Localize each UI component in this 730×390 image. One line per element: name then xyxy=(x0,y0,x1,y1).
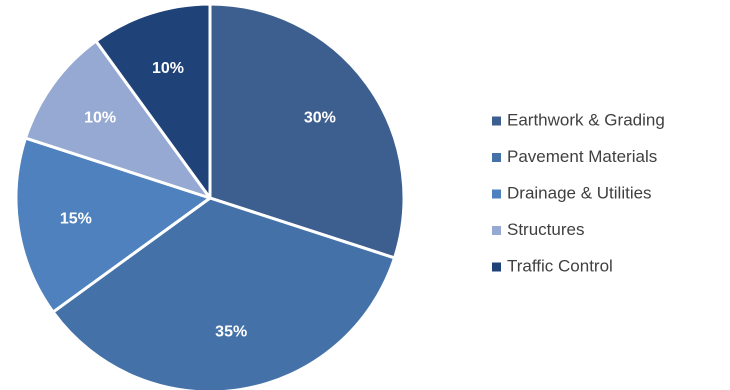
data-label-drainage-and-utilities: 15% xyxy=(60,210,92,227)
legend-label-pavement-materials: Pavement Materials xyxy=(507,147,657,166)
legend-swatch-drainage-and-utilities xyxy=(492,189,501,199)
pie-slice-traffic-control xyxy=(94,2,212,200)
legend-item-structures: Structures xyxy=(492,220,584,239)
data-label-pavement-materials: 35% xyxy=(215,323,247,340)
legend-item-traffic-control: Traffic Control xyxy=(492,256,613,275)
pie-data-labels: 30% 35% 15% 10% 10% xyxy=(60,60,336,340)
legend-swatch-earthwork-and-grading xyxy=(492,116,501,126)
pie-slice-earthwork-and-grading xyxy=(208,2,406,260)
legend-swatch-traffic-control xyxy=(492,262,501,272)
data-label-structures: 10% xyxy=(84,109,116,126)
legend-label-traffic-control: Traffic Control xyxy=(507,256,613,275)
legend-item-earthwork-and-grading: Earthwork & Grading xyxy=(492,110,665,129)
legend-label-earthwork-and-grading: Earthwork & Grading xyxy=(507,110,665,129)
legend-label-drainage-and-utilities: Drainage & Utilities xyxy=(507,183,652,202)
legend-item-pavement-materials: Pavement Materials xyxy=(492,147,657,166)
pie-slice-structures xyxy=(24,39,212,200)
data-label-earthwork-and-grading: 30% xyxy=(304,109,336,126)
legend-swatch-pavement-materials xyxy=(492,153,501,162)
data-label-traffic-control: 10% xyxy=(152,60,184,77)
legend-label-structures: Structures xyxy=(507,220,584,239)
pie-slice-drainage-and-utilities xyxy=(14,136,212,314)
pie-slices xyxy=(14,2,406,390)
legend-swatch-structures xyxy=(492,226,501,235)
legend-item-drainage-and-utilities: Drainage & Utilities xyxy=(492,183,652,202)
legend: Earthwork & Grading Pavement Materials Dra… xyxy=(492,110,665,275)
